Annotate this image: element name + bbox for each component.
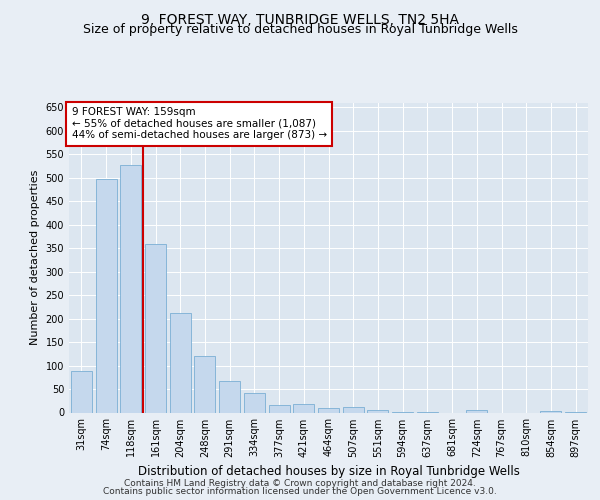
Text: Contains public sector information licensed under the Open Government Licence v3: Contains public sector information licen… <box>103 487 497 496</box>
Bar <box>367 410 388 412</box>
Bar <box>244 393 265 412</box>
Bar <box>466 410 487 412</box>
Bar <box>269 405 290 412</box>
Bar <box>343 407 364 412</box>
Y-axis label: Number of detached properties: Number of detached properties <box>30 170 40 345</box>
Bar <box>71 371 92 412</box>
Bar <box>293 404 314 412</box>
Text: 9 FOREST WAY: 159sqm
← 55% of detached houses are smaller (1,087)
44% of semi-de: 9 FOREST WAY: 159sqm ← 55% of detached h… <box>71 107 327 140</box>
Bar <box>120 164 141 412</box>
Text: Size of property relative to detached houses in Royal Tunbridge Wells: Size of property relative to detached ho… <box>83 22 517 36</box>
Bar <box>219 380 240 412</box>
Bar <box>145 244 166 412</box>
Bar <box>194 356 215 412</box>
Bar <box>95 178 116 412</box>
Bar <box>541 410 562 412</box>
X-axis label: Distribution of detached houses by size in Royal Tunbridge Wells: Distribution of detached houses by size … <box>137 465 520 478</box>
Text: Contains HM Land Registry data © Crown copyright and database right 2024.: Contains HM Land Registry data © Crown c… <box>124 478 476 488</box>
Bar <box>318 408 339 412</box>
Text: 9, FOREST WAY, TUNBRIDGE WELLS, TN2 5HA: 9, FOREST WAY, TUNBRIDGE WELLS, TN2 5HA <box>141 12 459 26</box>
Bar <box>170 313 191 412</box>
